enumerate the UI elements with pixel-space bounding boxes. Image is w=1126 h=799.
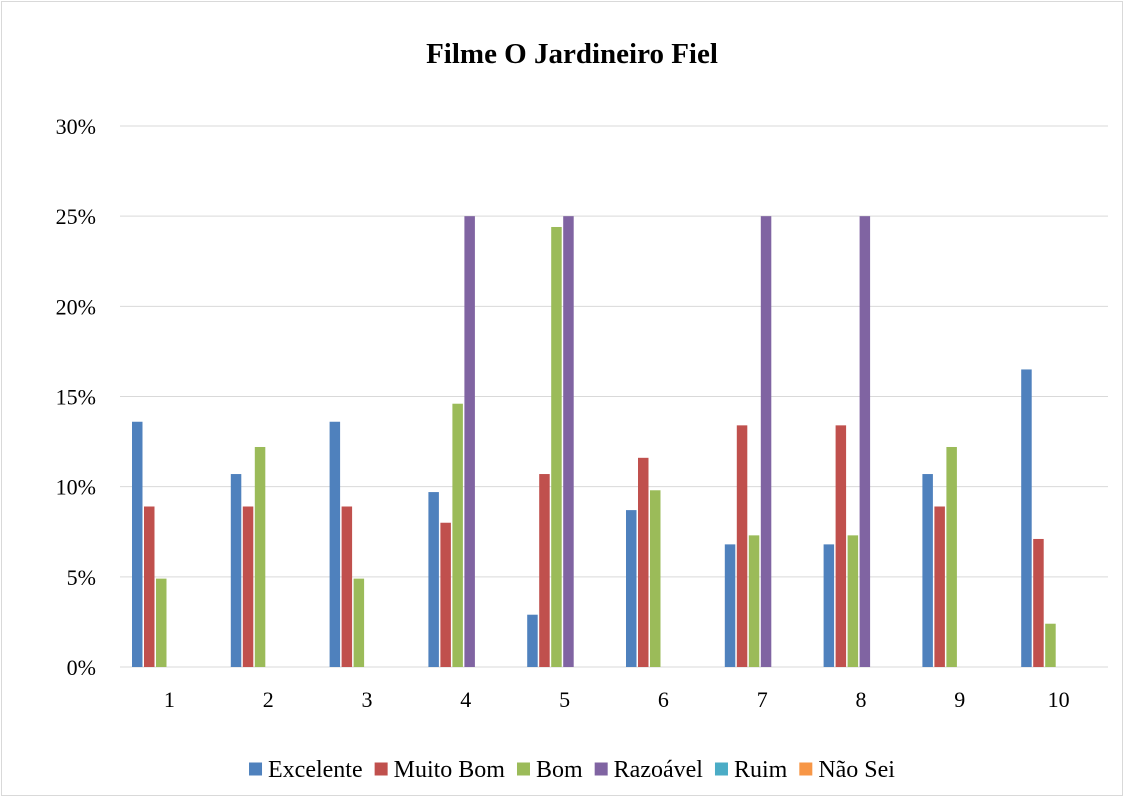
- legend-label: Não Sei: [818, 757, 895, 783]
- bar-muito-bom-10: [1033, 538, 1044, 667]
- bar-excelente-3: [329, 421, 341, 667]
- x-tick-label: 6: [658, 687, 669, 712]
- y-tick-label: 5%: [67, 565, 96, 590]
- x-axis-tick-labels: 1 2 3 4 5 6 7 8 9 10: [164, 687, 1070, 712]
- legend-label: Ruim: [734, 757, 788, 783]
- bar-bom-3: [353, 578, 365, 667]
- grid-lines: [120, 125, 1108, 668]
- legend-swatch: [714, 762, 728, 776]
- bars: [132, 216, 1056, 667]
- legend-item: Razoável: [594, 757, 704, 783]
- legend-item: Muito Bom: [374, 757, 506, 783]
- bar-bom-9: [946, 446, 957, 667]
- bar-bom-1: [156, 578, 167, 667]
- bar-bom-5: [551, 226, 562, 667]
- legend-label: Muito Bom: [394, 757, 506, 783]
- x-tick-label: 1: [164, 687, 175, 712]
- bar-excelente-2: [230, 474, 242, 667]
- bar-excelente-5: [527, 614, 538, 667]
- y-tick-label: 30%: [56, 114, 96, 139]
- x-tick-label: 5: [559, 687, 570, 712]
- bar-razoável-8: [859, 216, 871, 667]
- bar-excelente-7: [724, 544, 736, 667]
- bar-bom-4: [452, 403, 463, 667]
- x-tick-label: 7: [757, 687, 768, 712]
- bar-excelente-1: [132, 421, 143, 667]
- x-tick-label: 3: [362, 687, 373, 712]
- legend-label: Excelente: [268, 757, 363, 783]
- bar-muito-bom-5: [539, 474, 550, 667]
- legend-swatch: [594, 762, 608, 776]
- legend-label: Razoável: [614, 757, 704, 783]
- y-tick-label: 0%: [67, 655, 96, 680]
- x-tick-label: 9: [954, 687, 965, 712]
- bar-muito-bom-8: [835, 425, 847, 667]
- bar-bom-7: [748, 535, 760, 667]
- bar-razoável-5: [563, 216, 574, 667]
- bar-bom-8: [847, 535, 859, 667]
- bar-muito-bom-2: [242, 506, 254, 667]
- chart-title: Filme O Jardineiro Fiel: [426, 38, 718, 70]
- x-tick-label: 2: [263, 687, 274, 712]
- legend: Excelente Muito Bom Bom Razoável Ruim Não Sei: [249, 757, 895, 783]
- y-axis-tick-labels: 0% 5% 10% 15% 20% 25% 30%: [56, 114, 96, 680]
- bar-muito-bom-4: [440, 522, 451, 667]
- y-tick-label: 15%: [56, 385, 96, 410]
- bar-bom-6: [650, 490, 661, 667]
- bar-muito-bom-3: [341, 506, 353, 667]
- y-tick-label: 10%: [56, 475, 96, 500]
- bar-excelente-8: [823, 544, 835, 667]
- legend-item: Excelente: [249, 757, 363, 783]
- x-tick-label: 4: [460, 687, 471, 712]
- legend-item: Não Sei: [799, 757, 895, 783]
- bar-excelente-10: [1021, 369, 1032, 667]
- bar-muito-bom-1: [144, 506, 155, 667]
- bar-muito-bom-9: [934, 506, 945, 667]
- legend-item: Ruim: [714, 757, 788, 783]
- legend-swatch: [249, 762, 263, 776]
- y-tick-label: 25%: [56, 204, 96, 229]
- bar-bom-10: [1045, 623, 1056, 667]
- x-tick-label: 10: [1048, 687, 1070, 712]
- y-tick-label: 20%: [56, 294, 96, 319]
- x-tick-label: 8: [856, 687, 867, 712]
- legend-item: Bom: [516, 757, 583, 783]
- legend-label: Bom: [536, 757, 583, 783]
- legend-swatch: [516, 762, 530, 776]
- legend-swatch: [374, 762, 388, 776]
- bar-muito-bom-7: [736, 425, 748, 667]
- bar-razoável-4: [464, 216, 475, 667]
- legend-swatch: [799, 762, 813, 776]
- bar-excelente-6: [626, 510, 637, 667]
- bar-excelente-9: [922, 474, 933, 667]
- bar-razoável-7: [760, 216, 772, 667]
- bar-bom-2: [254, 446, 266, 667]
- bar-muito-bom-6: [638, 457, 649, 667]
- bar-excelente-4: [428, 492, 439, 667]
